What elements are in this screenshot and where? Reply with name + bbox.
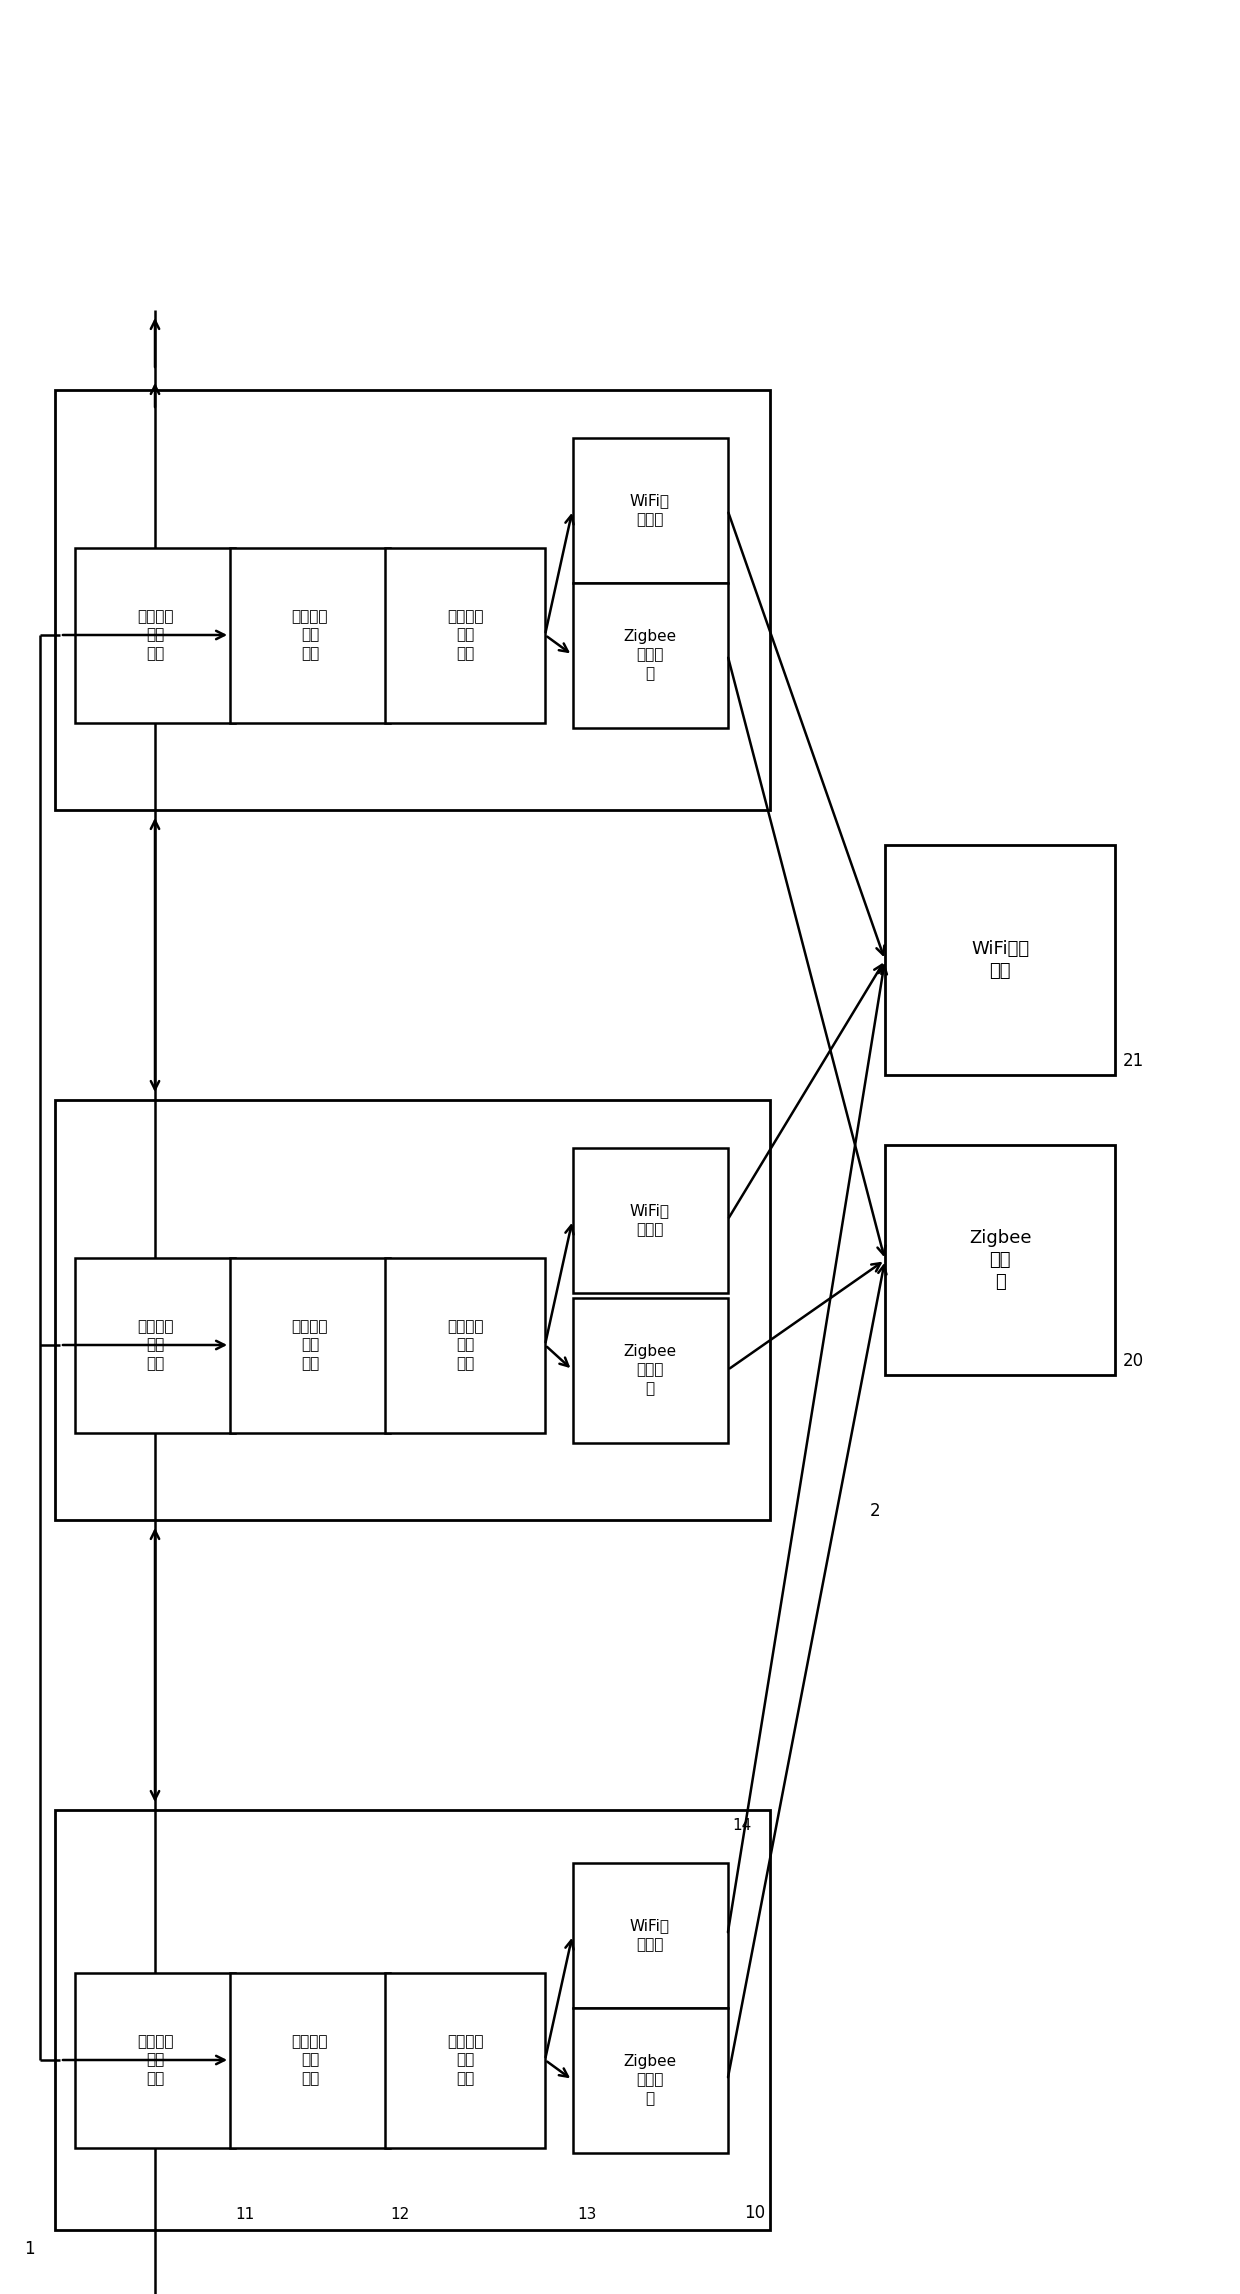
Text: 第二有线
通讯
模块: 第二有线 通讯 模块 bbox=[291, 1319, 329, 1372]
Text: 11: 11 bbox=[236, 2207, 254, 2223]
Bar bbox=[885, 1145, 1115, 1374]
Text: 14: 14 bbox=[733, 1819, 751, 1833]
Text: 12: 12 bbox=[391, 2207, 409, 2223]
Text: WiFi通
讯模块: WiFi通 讯模块 bbox=[630, 1918, 670, 1952]
Text: 第一有线
通讯
模块: 第一有线 通讯 模块 bbox=[136, 608, 174, 661]
Bar bbox=[384, 1257, 546, 1431]
Bar bbox=[229, 1973, 391, 2147]
Text: 第三有线
通讯
模块: 第三有线 通讯 模块 bbox=[446, 608, 484, 661]
Text: 1: 1 bbox=[25, 2239, 35, 2257]
Text: 20: 20 bbox=[1123, 1351, 1145, 1370]
Bar bbox=[573, 2007, 728, 2152]
Bar bbox=[885, 844, 1115, 1076]
Bar bbox=[74, 548, 236, 723]
Bar bbox=[573, 1147, 728, 1292]
Text: 第三有线
通讯
模块: 第三有线 通讯 模块 bbox=[446, 1319, 484, 1372]
Text: 13: 13 bbox=[578, 2207, 596, 2223]
Text: 第一有线
通讯
模块: 第一有线 通讯 模块 bbox=[136, 1319, 174, 1372]
Bar bbox=[55, 1810, 770, 2230]
Text: Zigbee
通讯模
块: Zigbee 通讯模 块 bbox=[624, 2053, 677, 2106]
Bar bbox=[573, 583, 728, 727]
Text: WiFi通
讯模块: WiFi通 讯模块 bbox=[630, 493, 670, 528]
Bar bbox=[573, 1863, 728, 2007]
Text: 第三有线
通讯
模块: 第三有线 通讯 模块 bbox=[446, 2035, 484, 2085]
Text: WiFi通
讯模块: WiFi通 讯模块 bbox=[630, 1202, 670, 1236]
Text: Zigbee
通讯模
块: Zigbee 通讯模 块 bbox=[624, 1344, 677, 1397]
Text: 第二有线
通讯
模块: 第二有线 通讯 模块 bbox=[291, 608, 329, 661]
Bar bbox=[573, 438, 728, 583]
Bar bbox=[229, 548, 391, 723]
Bar bbox=[74, 1973, 236, 2147]
Text: Zigbee
通讯
块: Zigbee 通讯 块 bbox=[968, 1230, 1032, 1292]
Bar bbox=[55, 390, 770, 810]
Bar bbox=[384, 1973, 546, 2147]
Bar bbox=[229, 1257, 391, 1431]
Text: Zigbee
通讯模
块: Zigbee 通讯模 块 bbox=[624, 629, 677, 681]
Text: 21: 21 bbox=[1123, 1053, 1145, 1069]
Bar bbox=[384, 548, 546, 723]
Text: WiFi通讯
模块: WiFi通讯 模块 bbox=[971, 941, 1029, 980]
Bar bbox=[55, 1101, 770, 1521]
Bar bbox=[74, 1257, 236, 1431]
Bar bbox=[573, 1298, 728, 1443]
Text: 第一有线
通讯
模块: 第一有线 通讯 模块 bbox=[136, 2035, 174, 2085]
Text: 2: 2 bbox=[870, 1503, 880, 1521]
Text: 10: 10 bbox=[744, 2205, 765, 2223]
Text: 第二有线
通讯
模块: 第二有线 通讯 模块 bbox=[291, 2035, 329, 2085]
